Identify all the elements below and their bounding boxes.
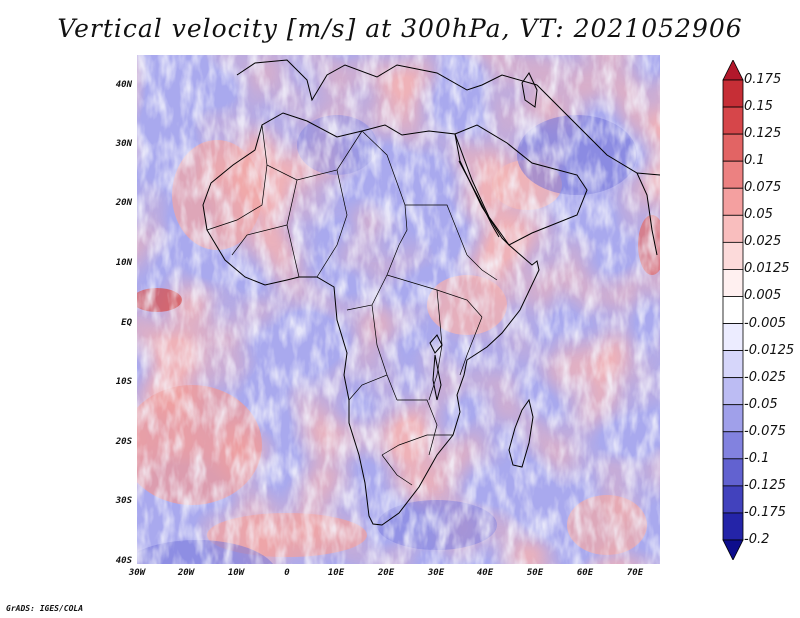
- colorbar-label: 0.1: [744, 153, 765, 169]
- lat-label-30s: 30S: [115, 496, 132, 506]
- lon-label-50e: 50E: [526, 568, 544, 578]
- colorbar-swatch: [722, 106, 744, 135]
- iran-coast: [536, 84, 660, 176]
- lon-label-10w: 10W: [227, 568, 245, 578]
- colorbar-label: 0.125: [744, 126, 782, 142]
- colorbar-swatch: [722, 187, 744, 216]
- lon-label-10e: 10E: [327, 568, 345, 578]
- map-canvas: [137, 55, 660, 564]
- lon-label-70e: 70E: [626, 568, 644, 578]
- colorbar-swatch: [722, 133, 744, 162]
- colorbar-label: -0.175: [744, 504, 786, 520]
- colorbar-label: -0.05: [744, 396, 778, 412]
- colorbar-swatch: [722, 241, 744, 270]
- colorbar-swatch: [722, 377, 744, 406]
- lon-label-60e: 60E: [576, 568, 594, 578]
- lon-label-20w: 20W: [177, 568, 195, 578]
- colorbar-label: -0.025: [744, 369, 786, 385]
- colorbar-label: -0.125: [744, 477, 786, 493]
- colorbar-label: 0.15: [744, 99, 773, 115]
- colorbar-label: -0.2: [744, 532, 770, 547]
- streak-texture: [137, 55, 660, 564]
- caspian-sea: [521, 72, 538, 108]
- lat-label-20n: 20N: [115, 198, 132, 208]
- india-coast: [636, 172, 658, 256]
- lat-label-eq: EQ: [121, 318, 132, 328]
- colorbar-label: 0.025: [744, 234, 782, 250]
- africa-coast: [202, 112, 540, 526]
- colorbar-swatch: [722, 269, 744, 297]
- colorbar-swatch: [722, 431, 744, 460]
- lat-label-20s: 20S: [115, 437, 132, 447]
- colorbar-swatch: [722, 485, 744, 514]
- colorbar-top-arrow: [722, 59, 744, 81]
- colorbar-label: -0.1: [744, 450, 770, 466]
- colorbar-swatch: [722, 404, 744, 433]
- colorbar-label: 0.175: [744, 72, 782, 87]
- lat-label-30n: 30N: [115, 139, 132, 149]
- lon-label-40e: 40E: [476, 568, 494, 578]
- colorbar-swatch: [722, 296, 744, 324]
- map-title: Vertical velocity [m/s] at 300hPa, VT: 2…: [57, 14, 743, 43]
- colorbar-swatch: [722, 458, 744, 487]
- lat-label-40s: 40S: [115, 556, 132, 566]
- colorbar-label: 0.05: [744, 207, 773, 223]
- colorbar-swatch: [722, 350, 744, 379]
- colorbar: [722, 59, 744, 564]
- madagascar: [508, 398, 534, 468]
- colorbar-label: 0.075: [744, 180, 782, 196]
- colorbar-label: 0.0125: [744, 261, 790, 277]
- lon-label-20e: 20E: [377, 568, 395, 578]
- lat-label-40n: 40N: [115, 80, 132, 90]
- colorbar-swatch: [722, 160, 744, 189]
- colorbar-label: -0.0125: [744, 342, 795, 358]
- colorbar-swatch: [722, 323, 744, 351]
- velocity-map: [137, 55, 660, 564]
- lat-label-10n: 10N: [115, 258, 132, 268]
- arabian-peninsula: [454, 124, 588, 246]
- colorbar-bottom-arrow: [722, 539, 744, 561]
- colorbar-label: -0.005: [744, 315, 786, 331]
- red-sea: [458, 160, 500, 238]
- colorbar-swatch: [722, 79, 744, 108]
- colorbar-swatch: [722, 512, 744, 541]
- colorbar-swatch: [722, 214, 744, 243]
- colorbar-label: -0.075: [744, 423, 786, 439]
- lon-label-30w: 30W: [128, 568, 146, 578]
- lakes: [429, 334, 443, 401]
- europe-coast: [236, 59, 538, 102]
- lat-label-10s: 10S: [115, 377, 132, 387]
- lon-label-0: 0: [284, 568, 290, 578]
- country-borders: [206, 124, 498, 486]
- lon-label-30e: 30E: [427, 568, 445, 578]
- credit-text: GrADS: IGES/COLA: [6, 604, 84, 613]
- colorbar-label: 0.005: [744, 288, 782, 304]
- coastlines: [202, 59, 660, 526]
- colorbar-swatches: [722, 59, 744, 561]
